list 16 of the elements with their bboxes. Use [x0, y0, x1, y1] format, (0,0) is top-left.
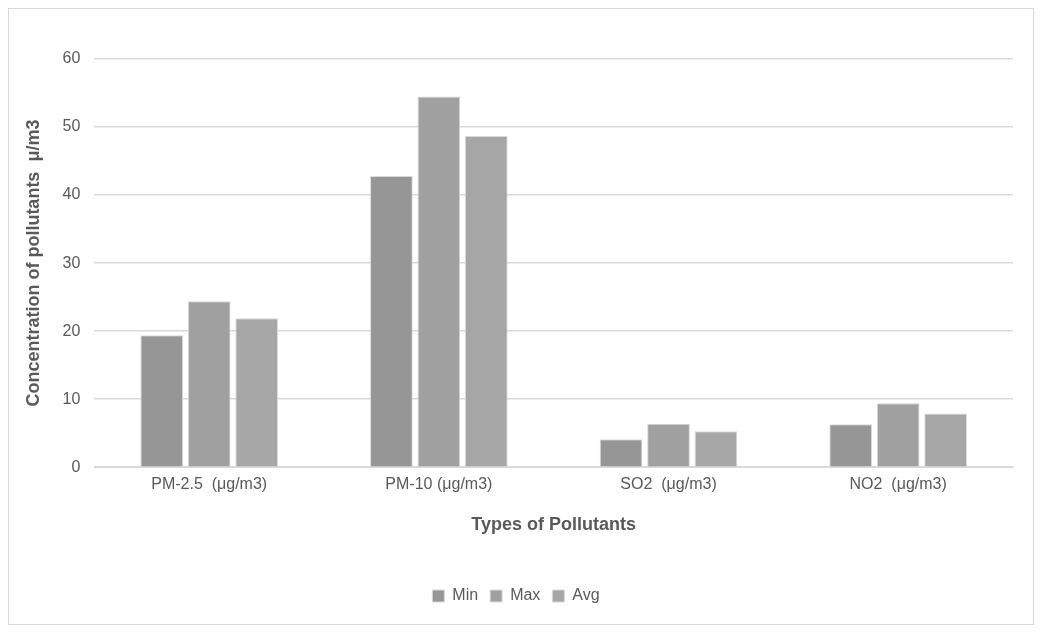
legend-label: Max: [510, 586, 541, 604]
y-tick-label: 0: [71, 457, 81, 475]
x-tick-label: NO2 (μg/m3): [849, 475, 947, 493]
x-tick-label: PM-2.5 (μg/m3): [151, 475, 268, 493]
x-tick-label: PM-10 (μg/m3): [385, 475, 493, 493]
y-tick-label: 40: [62, 185, 81, 203]
legend-label: Avg: [572, 586, 600, 604]
x-axis-title: Types of Pollutants: [471, 514, 637, 535]
y-axis-title: Concentration of pollutants μ/m3: [22, 119, 43, 407]
y-tick-label: 10: [62, 389, 81, 407]
y-tick-label: 20: [62, 321, 81, 339]
legend-label: Min: [452, 586, 479, 604]
x-tick-label: SO2 (μg/m3): [620, 475, 717, 493]
y-tick-label: 60: [62, 49, 81, 67]
y-tick-label: 50: [62, 117, 81, 135]
y-tick-label: 30: [62, 253, 81, 271]
